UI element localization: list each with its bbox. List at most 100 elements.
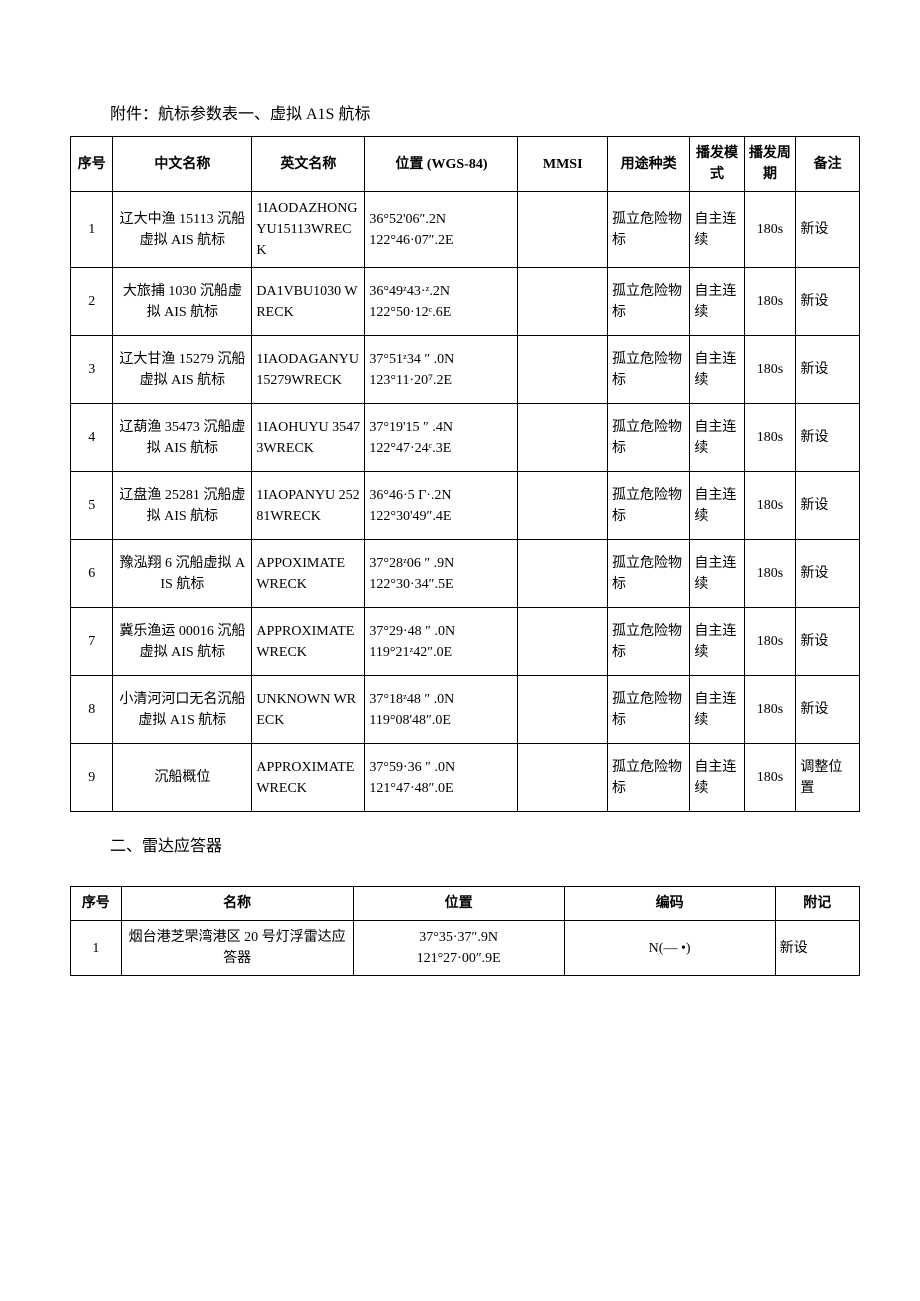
- table-cell: 冀乐渔运 00016 沉船虚拟 AIS 航标: [113, 608, 252, 676]
- table-cell: 36°49ᶻ43·ᶻ.2N122°50·12ᶜ.6E: [365, 268, 518, 336]
- table-cell: 180s: [744, 336, 796, 404]
- table-cell: 180s: [744, 608, 796, 676]
- col-seq: 序号: [71, 887, 122, 921]
- col-remark: 备注: [796, 137, 860, 192]
- table-cell: 37°59·36 ″ .0N121°47·48″.0E: [365, 744, 518, 812]
- table-cell: 孤立危险物标: [607, 472, 689, 540]
- table-cell: 1IAOHUYU 35473WRECK: [252, 404, 365, 472]
- table-cell: 自主连续: [690, 540, 744, 608]
- col-position: 位置 (WGS-84): [365, 137, 518, 192]
- table-cell: 豫泓翔 6 沉船虚拟 AIS 航标: [113, 540, 252, 608]
- table-cell: 沉船概位: [113, 744, 252, 812]
- table-cell: 自主连续: [690, 268, 744, 336]
- table-cell: 孤立危险物标: [607, 608, 689, 676]
- table-cell: N(— •): [564, 921, 775, 976]
- col-seq: 序号: [71, 137, 113, 192]
- table-cell: 4: [71, 404, 113, 472]
- col-mmsi: MMSI: [518, 137, 607, 192]
- ais-beacon-table: 序号 中文名称 英文名称 位置 (WGS-84) MMSI 用途种类 播发模式 …: [70, 136, 860, 812]
- table-cell: 新设: [796, 268, 860, 336]
- table-cell: 孤立危险物标: [607, 336, 689, 404]
- table-cell: 3: [71, 336, 113, 404]
- table-cell: APPROXIMATE WRECK: [252, 608, 365, 676]
- table-cell: 新设: [796, 472, 860, 540]
- table-cell: 1IAODAZHONGYU15113WRECK: [252, 192, 365, 268]
- table-cell: 新设: [796, 404, 860, 472]
- col-mode: 播发模式: [690, 137, 744, 192]
- table-row: 1辽大中渔 15113 沉船虚拟 AIS 航标1IAODAZHONGYU1511…: [71, 192, 860, 268]
- table-cell: 5: [71, 472, 113, 540]
- table-cell: 新设: [796, 540, 860, 608]
- col-note: 附记: [775, 887, 859, 921]
- table-cell: 烟台港芝罘湾港区 20 号灯浮雷达应答器: [121, 921, 353, 976]
- table-cell: [518, 336, 607, 404]
- table-cell: 自主连续: [690, 192, 744, 268]
- table-cell: 2: [71, 268, 113, 336]
- table-cell: [518, 744, 607, 812]
- col-position: 位置: [353, 887, 564, 921]
- document-title: 附件：航标参数表一、虚拟 A1S 航标: [110, 100, 860, 124]
- col-period: 播发周期: [744, 137, 796, 192]
- table-cell: 180s: [744, 472, 796, 540]
- table-cell: 180s: [744, 540, 796, 608]
- col-name: 名称: [121, 887, 353, 921]
- col-usage: 用途种类: [607, 137, 689, 192]
- table-cell: [518, 608, 607, 676]
- table-cell: 自主连续: [690, 404, 744, 472]
- table-cell: 180s: [744, 192, 796, 268]
- table-cell: 8: [71, 676, 113, 744]
- table-cell: 37°51ᶻ34 ″ .0N123°11·20⁷.2E: [365, 336, 518, 404]
- table-cell: 新设: [775, 921, 859, 976]
- table-cell: 37°35·37″.9N121°27·00″.9E: [353, 921, 564, 976]
- table-cell: 6: [71, 540, 113, 608]
- table-cell: 37°29·48 ″ .0N119°21ᶻ42″.0E: [365, 608, 518, 676]
- table-cell: 小清河河口无名沉船虚拟 A1S 航标: [113, 676, 252, 744]
- table-cell: 孤立危险物标: [607, 404, 689, 472]
- table-cell: [518, 404, 607, 472]
- table-cell: 自主连续: [690, 336, 744, 404]
- table-cell: 180s: [744, 268, 796, 336]
- table-row: 6豫泓翔 6 沉船虚拟 AIS 航标APPOXIMATE WRECK37°28ᶻ…: [71, 540, 860, 608]
- table-cell: 辽大甘渔 15279 沉船虚拟 AIS 航标: [113, 336, 252, 404]
- table-row: 7冀乐渔运 00016 沉船虚拟 AIS 航标APPROXIMATE WRECK…: [71, 608, 860, 676]
- table-cell: 37°18ᶻ48 ″ .0N119°08'48″.0E: [365, 676, 518, 744]
- table-cell: [518, 192, 607, 268]
- table-cell: 新设: [796, 608, 860, 676]
- col-code: 编码: [564, 887, 775, 921]
- col-cn-name: 中文名称: [113, 137, 252, 192]
- table-cell: 辽大中渔 15113 沉船虚拟 AIS 航标: [113, 192, 252, 268]
- table-cell: 孤立危险物标: [607, 268, 689, 336]
- table-cell: 1: [71, 921, 122, 976]
- table-row: 8小清河河口无名沉船虚拟 A1S 航标UNKNOWN WRECK37°18ᶻ48…: [71, 676, 860, 744]
- table-cell: [518, 676, 607, 744]
- table-cell: 辽葫渔 35473 沉船虚拟 AIS 航标: [113, 404, 252, 472]
- table-cell: UNKNOWN WRECK: [252, 676, 365, 744]
- table-cell: DA1VBU1030 WRECK: [252, 268, 365, 336]
- table-cell: 自主连续: [690, 608, 744, 676]
- table-cell: 37°19'15 ″ .4N122°47·24ᶜ.3E: [365, 404, 518, 472]
- table-header-row: 序号 名称 位置 编码 附记: [71, 887, 860, 921]
- table-cell: 180s: [744, 676, 796, 744]
- table-cell: 9: [71, 744, 113, 812]
- table-cell: 自主连续: [690, 472, 744, 540]
- section-2-title: 二、雷达应答器: [110, 832, 860, 856]
- table-cell: APPOXIMATE WRECK: [252, 540, 365, 608]
- table-cell: 180s: [744, 404, 796, 472]
- table-cell: 36°46·5 Γ·.2N122°30'49″.4E: [365, 472, 518, 540]
- table-row: 5辽盘渔 25281 沉船虚拟 AIS 航标1IAOPANYU 25281WRE…: [71, 472, 860, 540]
- table-cell: 新设: [796, 676, 860, 744]
- table-cell: 1IAOPANYU 25281WRECK: [252, 472, 365, 540]
- table-row: 4辽葫渔 35473 沉船虚拟 AIS 航标1IAOHUYU 35473WREC…: [71, 404, 860, 472]
- table-cell: 1: [71, 192, 113, 268]
- table-cell: 孤立危险物标: [607, 192, 689, 268]
- table-cell: 调整位置: [796, 744, 860, 812]
- table-cell: 自主连续: [690, 676, 744, 744]
- table-cell: 自主连续: [690, 744, 744, 812]
- table-row: 9沉船概位APPROXIMATE WRECK37°59·36 ″ .0N121°…: [71, 744, 860, 812]
- table-row: 1烟台港芝罘湾港区 20 号灯浮雷达应答器37°35·37″.9N121°27·…: [71, 921, 860, 976]
- radar-transponder-table: 序号 名称 位置 编码 附记 1烟台港芝罘湾港区 20 号灯浮雷达应答器37°3…: [70, 886, 860, 976]
- table-cell: 1IAODAGANYU15279WRECK: [252, 336, 365, 404]
- table-cell: 新设: [796, 336, 860, 404]
- table-cell: 孤立危险物标: [607, 540, 689, 608]
- table-cell: 180s: [744, 744, 796, 812]
